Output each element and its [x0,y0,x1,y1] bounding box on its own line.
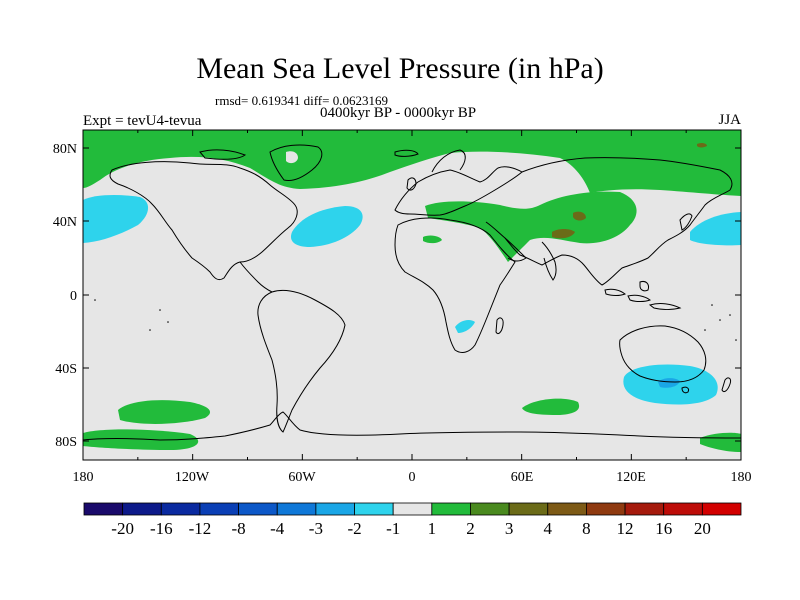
colorbar-label: -3 [309,519,323,538]
colorbar-swatch [122,502,162,516]
colorbar-label: -4 [270,519,285,538]
positive-anomaly-north-africa [423,235,442,244]
lat-tick-label: 0 [70,289,77,304]
colorbar-swatch [663,502,703,516]
colorbar-label: 8 [582,519,591,538]
positive-anomaly-eurasia [425,191,637,262]
colorbar-label: 3 [505,519,514,538]
lat-tick-label: 80N [53,142,77,157]
stats-label: rmsd= 0.619341 diff= 0.0623169 [215,93,388,108]
colorbar-swatch [701,502,742,516]
colorbar-label: -8 [232,519,246,538]
experiment-label: Expt = tevU4-tevua [83,113,202,129]
colorbar-label: 4 [544,519,553,538]
colorbar-swatch [431,502,471,516]
lon-tick-label: 120E [616,470,646,485]
lat-tick-label: 40S [55,362,77,377]
colorbar-label: 2 [466,519,475,538]
colorbar-swatch [238,502,278,516]
colorbar-swatch [160,502,201,516]
colorbar-swatch [624,502,665,516]
lon-tick-label: 0 [409,470,416,485]
negative-anomaly-north-pacific [83,195,149,243]
colorbar-label: 20 [694,519,711,538]
map-title: Mean Sea Level Pressure (in hPa) [196,52,604,85]
colorbar-swatch [586,502,626,516]
colorbar-label: 12 [617,519,634,538]
colorbar-label: -12 [189,519,212,538]
lat-tick-labels: 80N 40N 0 40S 80S [53,142,77,450]
coastlines [83,144,741,441]
colorbar-swatch [354,502,394,516]
colorbar-swatch [392,502,433,516]
positive-anomaly-antarctic-west [83,429,199,450]
colorbar-label: -20 [111,519,134,538]
colorbar-label: -1 [386,519,400,538]
colorbar-swatch [508,502,549,516]
negative-anomaly-north-pacific-east [690,212,741,246]
strong-negative-australia-south [658,378,680,388]
colorbar-swatch [199,502,239,516]
lon-tick-label: 180 [73,470,94,485]
lon-tick-label: 60W [288,470,316,485]
lat-tick-label: 80S [55,435,77,450]
colorbar: -20 -16 -12 -8 -4 -3 -2 -1 1 2 3 4 8 12 16 20 [83,502,742,538]
season-label: JJA [718,112,741,128]
strong-positive-siberia [697,142,707,148]
negative-anomaly-southern-africa [455,319,475,333]
neutral-gap-north [286,151,298,164]
colorbar-label: -2 [347,519,361,538]
lon-tick-labels: 180 120W 60W 0 60E 120E 180 [73,470,752,485]
colorbar-swatch [547,502,587,516]
period-label: 0400kyr BP - 0000kyr BP [320,105,477,121]
positive-anomaly-south-pacific [118,400,210,424]
lat-tick-label: 40N [53,215,77,230]
colorbar-swatch [83,502,124,516]
negative-anomaly-north-atlantic [290,206,363,247]
colorbar-label: -16 [150,519,173,538]
lon-tick-label: 120W [175,470,210,485]
positive-anomaly-south-atlantic [522,398,580,415]
colorbar-swatch [470,502,510,516]
colorbar-swatch [276,502,317,516]
colorbar-label: 16 [655,519,672,538]
lon-tick-label: 60E [511,470,534,485]
colorbar-swatch [315,502,355,516]
positive-anomaly-arctic [83,130,741,196]
anomaly-fields [83,130,741,452]
strong-positive-tibet [552,229,575,239]
lon-tick-label: 180 [731,470,752,485]
colorbar-label: 1 [428,519,437,538]
pacific-islands [94,299,737,341]
strong-positive-central-asia [573,211,586,221]
axis-ticks [82,130,742,460]
